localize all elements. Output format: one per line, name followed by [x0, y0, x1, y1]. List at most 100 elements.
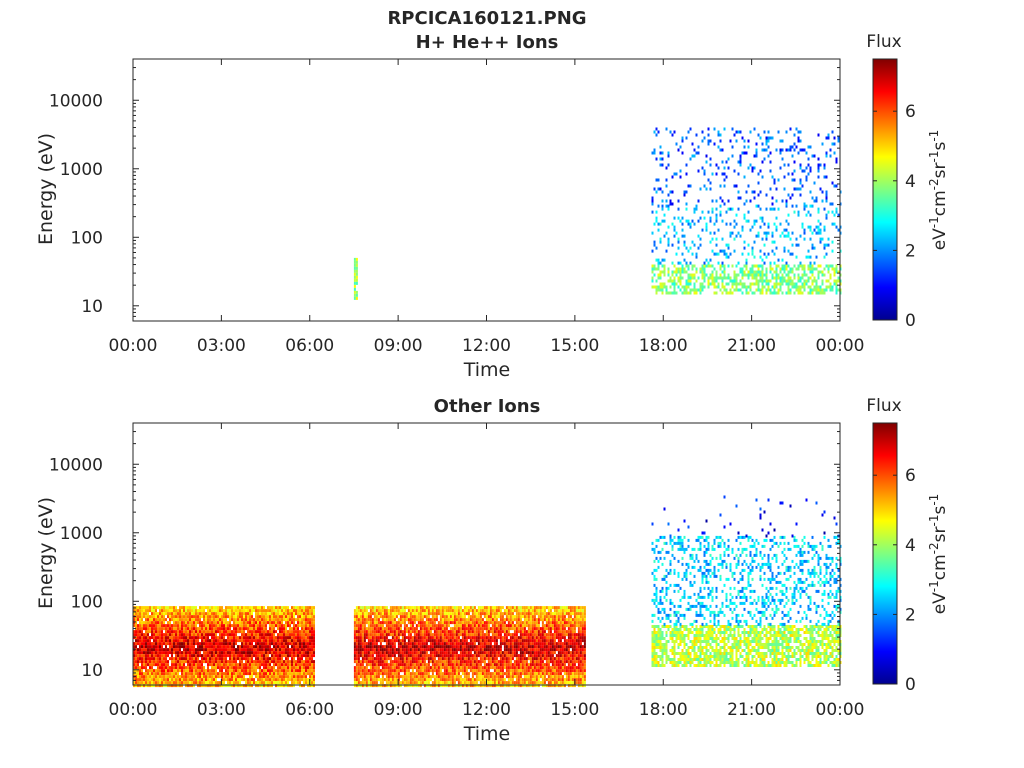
flux-cell: [673, 130, 676, 134]
flux-cell: [407, 657, 410, 661]
flux-cell: [825, 264, 828, 268]
flux-cell: [685, 264, 688, 268]
flux-cell: [719, 267, 722, 271]
flux-cell: [393, 660, 396, 664]
flux-cell: [367, 684, 370, 688]
flux-cell: [791, 243, 794, 247]
flux-cell: [179, 648, 181, 652]
flux-cell: [737, 196, 740, 200]
flux-cell: [205, 678, 207, 682]
flux-cell: [369, 624, 372, 628]
flux-cell: [763, 261, 766, 265]
flux-cell: [237, 615, 239, 619]
flux-cell: [657, 228, 660, 232]
flux-cell: [791, 267, 794, 271]
flux-cell: [441, 654, 444, 658]
flux-cell: [195, 678, 197, 682]
flux-cell: [229, 651, 231, 655]
flux-cell: [449, 639, 452, 643]
flux-cell: [829, 264, 832, 268]
flux-cell: [297, 651, 299, 655]
flux-cell: [425, 615, 428, 619]
flux-cell: [807, 163, 810, 167]
flux-cell: [793, 142, 796, 146]
flux-cell: [273, 636, 275, 640]
flux-cell: [353, 293, 356, 297]
flux-cell: [207, 648, 209, 652]
flux-cell: [135, 645, 137, 649]
flux-cell: [815, 267, 818, 271]
flux-cell: [739, 282, 742, 286]
flux-cell: [267, 609, 269, 613]
flux-cell: [711, 199, 714, 203]
flux-cell: [359, 645, 362, 649]
flux-cell: [171, 618, 173, 622]
flux-cell: [709, 219, 712, 223]
flux-cell: [159, 672, 161, 676]
flux-cell: [189, 684, 191, 688]
flux-cell: [209, 609, 211, 613]
flux-cell: [783, 175, 786, 179]
flux-cell: [655, 246, 658, 250]
flux-cell: [145, 657, 147, 661]
flux-cell: [355, 278, 358, 282]
flux-cell: [785, 130, 788, 134]
flux-cell: [211, 627, 213, 631]
flux-cell: [193, 618, 195, 622]
flux-cell: [189, 660, 191, 664]
flux-cell: [213, 675, 215, 679]
flux-cell: [207, 633, 209, 637]
flux-cell: [393, 678, 396, 682]
flux-cell: [799, 264, 802, 268]
flux-cell: [437, 672, 440, 676]
flux-cell: [679, 270, 682, 274]
flux-cell: [307, 648, 309, 652]
flux-cell: [207, 672, 209, 676]
flux-cell: [369, 606, 372, 610]
flux-cell: [687, 219, 690, 223]
flux-cell: [255, 609, 257, 613]
flux-cell: [191, 642, 193, 646]
flux-cell: [687, 282, 690, 286]
flux-cell: [215, 621, 217, 625]
flux-cell: [231, 675, 233, 679]
flux-cell: [195, 621, 197, 625]
flux-cell: [405, 648, 408, 652]
flux-cell: [229, 609, 231, 613]
flux-cell: [735, 273, 738, 277]
flux-cell: [245, 663, 247, 667]
flux-cell: [135, 660, 137, 664]
flux-cell: [239, 618, 241, 622]
flux-cell: [383, 657, 386, 661]
flux-cell: [143, 606, 145, 610]
flux-cell: [167, 666, 169, 670]
flux-cell: [379, 645, 382, 649]
flux-cell: [381, 672, 384, 676]
flux-cell: [425, 657, 428, 661]
flux-cell: [271, 654, 273, 658]
flux-cell: [815, 282, 818, 286]
flux-cell: [741, 225, 744, 229]
flux-cell: [303, 669, 305, 673]
flux-cell: [435, 681, 438, 685]
flux-cell: [197, 609, 199, 613]
flux-cell: [823, 175, 826, 179]
flux-cell: [287, 612, 289, 616]
flux-cell: [183, 660, 185, 664]
flux-cell: [219, 642, 221, 646]
flux-cell: [239, 684, 241, 688]
flux-cell: [249, 666, 251, 670]
flux-cell: [365, 666, 368, 670]
flux-cell: [421, 657, 424, 661]
flux-cell: [179, 675, 181, 679]
flux-cell: [359, 669, 362, 673]
flux-cell: [285, 657, 287, 661]
flux-cell: [703, 169, 706, 173]
flux-cell: [657, 204, 660, 208]
flux-cell: [353, 639, 356, 643]
flux-cell: [143, 621, 145, 625]
flux-cell: [431, 624, 434, 628]
flux-cell: [425, 678, 428, 682]
flux-cell: [153, 684, 155, 688]
flux-cell: [403, 681, 406, 685]
